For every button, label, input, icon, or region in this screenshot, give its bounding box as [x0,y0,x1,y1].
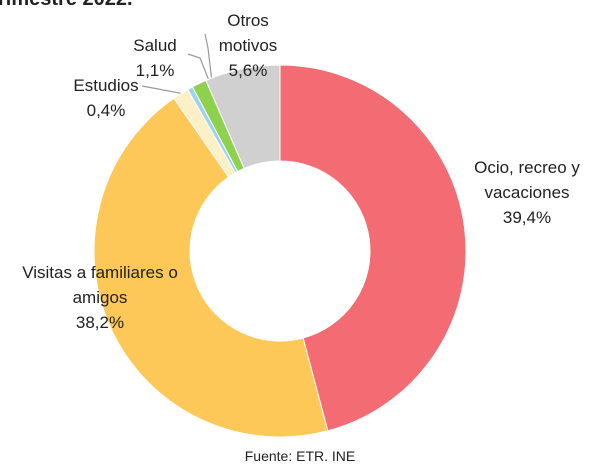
data-label: Estudios 0,4% [56,73,156,123]
subtitle: rimestre 2022. [0,0,133,11]
data-label: Visitas a familiares o amigos 38,2% [5,260,195,335]
category-label: Visitas a familiares o amigos [22,263,178,307]
source: Fuente: ETR. INE [244,448,356,464]
donut-segment [279,64,467,432]
data-label: Salud 1,1% [115,33,195,83]
category-label: Ocio, recreo y vacaciones [474,158,580,202]
value-label: 38,2% [75,313,125,332]
data-label: Ocio, recreo y vacaciones 39,4% [452,155,590,230]
category-label: Salud [133,36,177,55]
value-label: 39,4% [502,208,552,227]
category-label: Estudios [73,76,139,95]
data-label: Otros motivos 5,6% [198,8,298,83]
leader-line [204,33,213,83]
value-label: 1,1% [135,61,175,80]
category-label: Otros motivos [218,11,278,55]
donut-segment [93,97,329,438]
donut-segment [205,64,281,170]
value-label: 0,4% [86,101,126,120]
value-label: 5,6% [228,61,268,80]
